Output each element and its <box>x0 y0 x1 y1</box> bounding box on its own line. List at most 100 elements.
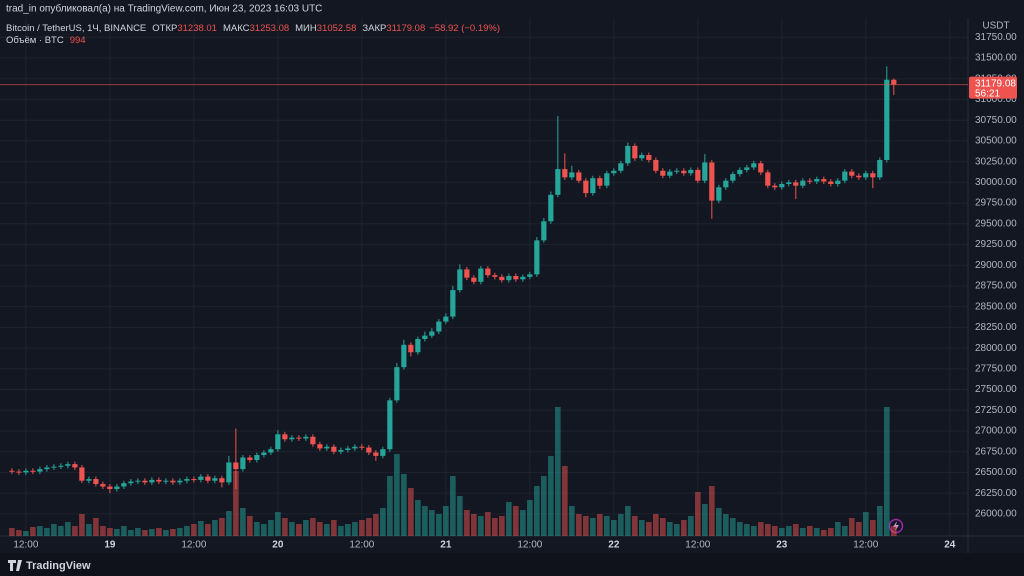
candle-body <box>842 171 848 181</box>
candle-body <box>632 145 638 159</box>
candle-body <box>702 162 708 181</box>
candle-body <box>786 182 792 185</box>
candle-body <box>555 169 561 195</box>
volume-bar <box>233 471 239 536</box>
candle-body <box>212 478 218 481</box>
candle-body <box>849 171 855 176</box>
volume-bar <box>156 528 162 536</box>
candle-body <box>464 269 470 278</box>
volume-bar <box>93 518 99 536</box>
volume-bar <box>58 526 64 536</box>
y-tick-label: 31000.00 <box>975 94 1017 105</box>
volume-bar <box>289 522 295 536</box>
candle-body <box>800 180 806 186</box>
volume-bar <box>548 456 554 536</box>
volume-bar <box>891 526 897 536</box>
candle-body <box>856 175 862 178</box>
volume-bar <box>9 528 15 536</box>
candle-body <box>184 479 190 481</box>
candle-body <box>492 275 498 277</box>
candle-body <box>688 169 694 174</box>
candle-body <box>667 171 673 176</box>
y-tick-label: 27750.00 <box>975 363 1017 374</box>
volume-bar <box>716 508 722 536</box>
volume-bar <box>128 530 134 536</box>
candle-body <box>79 467 85 481</box>
volume-bar <box>786 526 792 536</box>
x-tick-label: 12:00 <box>349 540 374 551</box>
y-tick-label: 28750.00 <box>975 281 1017 292</box>
x-tick-label: 19 <box>104 540 116 551</box>
candle-body <box>765 172 771 186</box>
volume-bar <box>324 524 330 536</box>
candle-body <box>37 469 43 472</box>
candle-body <box>674 170 680 172</box>
candle-body <box>527 274 533 277</box>
candle-body <box>604 173 610 186</box>
volume-bar <box>191 524 197 536</box>
candle-body <box>583 180 589 194</box>
candle-body <box>373 452 379 456</box>
candle-body <box>310 436 316 445</box>
candle-body <box>835 180 841 185</box>
candle-body <box>163 480 169 482</box>
candle-body <box>625 145 631 164</box>
volume-bar <box>730 518 736 536</box>
candle-body <box>268 449 274 453</box>
volume-bar <box>877 506 883 536</box>
candle-body <box>660 170 666 176</box>
volume-bar <box>268 520 274 536</box>
volume-bar <box>562 466 568 536</box>
volume-bar <box>674 524 680 536</box>
candle-body <box>65 464 71 466</box>
candle-body <box>240 457 246 470</box>
close-label: ЗАКР <box>362 23 386 34</box>
volume-bar <box>653 514 659 536</box>
volume-bar <box>198 521 204 536</box>
candle-body <box>611 170 617 174</box>
low-value: 31052.58 <box>317 23 357 34</box>
candle-body <box>289 437 295 440</box>
volume-bar <box>408 488 414 536</box>
volume-bar <box>100 526 106 536</box>
volume-bar <box>44 528 50 536</box>
x-tick-label: 22 <box>608 540 620 551</box>
volume-bar <box>611 520 617 536</box>
y-tick-label: 26250.00 <box>975 488 1017 499</box>
candle-body <box>317 444 323 449</box>
candle-body <box>429 331 435 336</box>
y-tick-label: 29000.00 <box>975 260 1017 271</box>
y-tick-label: 27250.00 <box>975 405 1017 416</box>
y-tick-label: 30000.00 <box>975 177 1017 188</box>
candle-body <box>520 276 526 280</box>
volume-bar <box>37 526 43 536</box>
volume-bar <box>751 526 757 536</box>
volume-bar <box>338 526 344 536</box>
candle-body <box>513 276 519 280</box>
low-label: МИН <box>295 23 317 34</box>
volume-bar <box>695 492 701 536</box>
volume-bar <box>310 518 316 536</box>
candle-body <box>457 269 463 291</box>
volume-bar <box>121 526 127 536</box>
logo: TradingView <box>8 560 91 572</box>
candle-body <box>891 79 897 85</box>
symbol-title: Bitcoin / TetherUS, 1Ч, BINANCE <box>6 23 146 34</box>
volume-bar <box>527 500 533 536</box>
candle-body <box>779 184 785 188</box>
logo-icon <box>8 560 22 571</box>
volume-bar <box>457 496 463 536</box>
volume-bar <box>723 514 729 536</box>
y-tick-label: 26000.00 <box>975 509 1017 520</box>
candle-body <box>618 163 624 171</box>
candle-body <box>562 169 568 178</box>
volume-bar <box>401 474 407 536</box>
volume-bar <box>821 530 827 536</box>
x-tick-label: 24 <box>944 540 956 551</box>
y-tick-label: 28000.00 <box>975 343 1017 354</box>
x-tick-label: 12:00 <box>181 540 206 551</box>
candle-body <box>324 446 330 449</box>
volume-bar <box>429 510 435 536</box>
